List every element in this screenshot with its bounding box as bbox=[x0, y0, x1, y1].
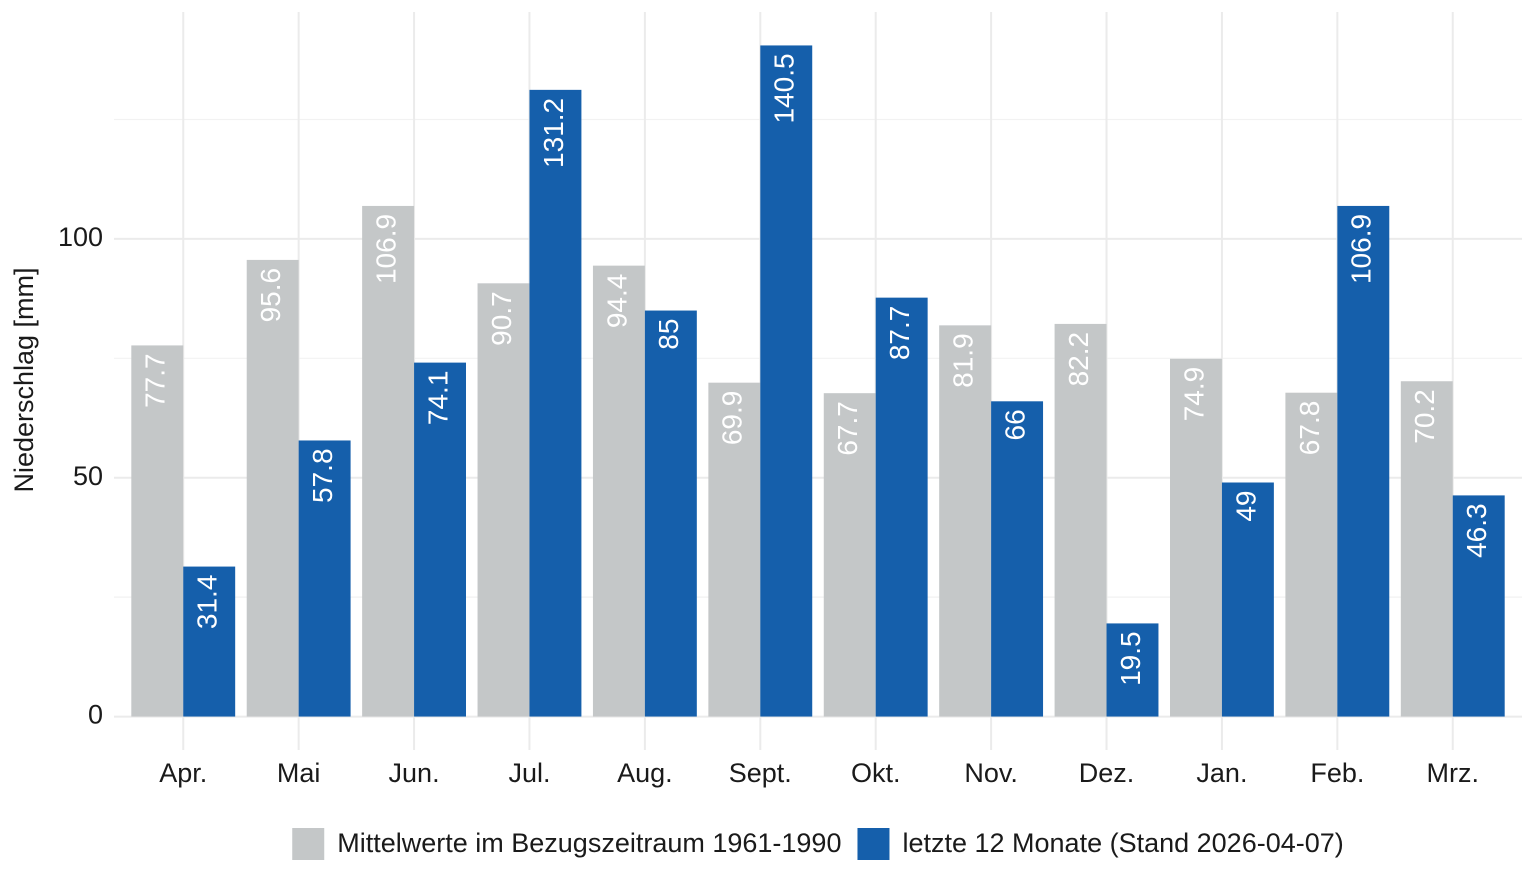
value-label: 67.8 bbox=[1294, 401, 1325, 456]
value-label: 95.6 bbox=[255, 268, 286, 323]
x-tick-label: Apr. bbox=[159, 758, 207, 788]
bar bbox=[477, 283, 530, 717]
x-tick-label: Mrz. bbox=[1427, 758, 1479, 788]
x-tick-label: Nov. bbox=[964, 758, 1018, 788]
value-label: 81.9 bbox=[948, 333, 979, 388]
y-tick-label: 50 bbox=[73, 461, 103, 491]
value-label: 66 bbox=[999, 409, 1030, 440]
bar bbox=[939, 325, 992, 717]
x-tick-label: Feb. bbox=[1310, 758, 1364, 788]
value-label: 90.7 bbox=[486, 291, 517, 346]
bar bbox=[760, 45, 813, 717]
bar bbox=[246, 259, 299, 717]
x-tick-label: Jul. bbox=[508, 758, 550, 788]
value-label: 140.5 bbox=[769, 53, 800, 123]
value-label: 74.1 bbox=[422, 371, 453, 426]
value-label: 67.7 bbox=[832, 401, 863, 456]
bar bbox=[414, 362, 466, 717]
bar bbox=[1400, 381, 1453, 717]
bar bbox=[362, 205, 415, 717]
bar bbox=[298, 440, 351, 717]
bar bbox=[1054, 323, 1107, 717]
bar bbox=[131, 345, 184, 717]
bar bbox=[823, 393, 876, 717]
value-label: 85 bbox=[653, 319, 684, 350]
x-tick-label: Dez. bbox=[1079, 758, 1135, 788]
bar bbox=[1170, 358, 1222, 717]
legend-label: letzte 12 Monate (Stand 2026-04-07) bbox=[902, 828, 1343, 858]
value-label: 131.2 bbox=[538, 98, 569, 168]
legend-swatch bbox=[857, 828, 890, 860]
x-tick-label: Jun. bbox=[389, 758, 440, 788]
value-label: 69.9 bbox=[717, 391, 748, 446]
legend-swatch bbox=[292, 828, 325, 860]
y-axis-title: Niederschlag [mm] bbox=[9, 267, 39, 492]
bar bbox=[708, 382, 761, 717]
value-label: 57.8 bbox=[307, 448, 338, 503]
bar bbox=[875, 297, 928, 717]
bar bbox=[1285, 392, 1338, 717]
y-tick-label: 100 bbox=[58, 222, 103, 252]
value-label: 94.4 bbox=[601, 274, 632, 329]
x-tick-label: Jan. bbox=[1196, 758, 1247, 788]
bar bbox=[991, 401, 1044, 717]
x-tick-label: Aug. bbox=[617, 758, 673, 788]
x-tick-label: Okt. bbox=[851, 758, 901, 788]
value-label: 49 bbox=[1230, 491, 1261, 522]
value-label: 87.7 bbox=[884, 306, 915, 361]
bar bbox=[1337, 205, 1390, 717]
y-tick-label: 0 bbox=[88, 700, 103, 730]
value-label: 77.7 bbox=[140, 353, 171, 408]
bar bbox=[1106, 623, 1159, 717]
x-tick-label: Sept. bbox=[729, 758, 792, 788]
value-label: 46.3 bbox=[1461, 503, 1492, 558]
value-label: 106.9 bbox=[370, 214, 401, 284]
bar bbox=[1221, 482, 1274, 717]
value-label: 70.2 bbox=[1409, 389, 1440, 444]
value-label: 82.2 bbox=[1063, 332, 1094, 387]
bar bbox=[1452, 495, 1505, 717]
bar bbox=[529, 89, 582, 717]
bar bbox=[183, 566, 236, 717]
value-label: 31.4 bbox=[192, 575, 223, 630]
bar bbox=[592, 265, 645, 717]
value-label: 106.9 bbox=[1346, 214, 1377, 284]
bar bbox=[644, 310, 697, 717]
x-tick-label: Mai bbox=[277, 758, 321, 788]
value-label: 19.5 bbox=[1115, 631, 1146, 686]
value-label: 74.9 bbox=[1178, 367, 1209, 422]
legend-label: Mittelwerte im Bezugszeitraum 1961-1990 bbox=[337, 828, 841, 858]
